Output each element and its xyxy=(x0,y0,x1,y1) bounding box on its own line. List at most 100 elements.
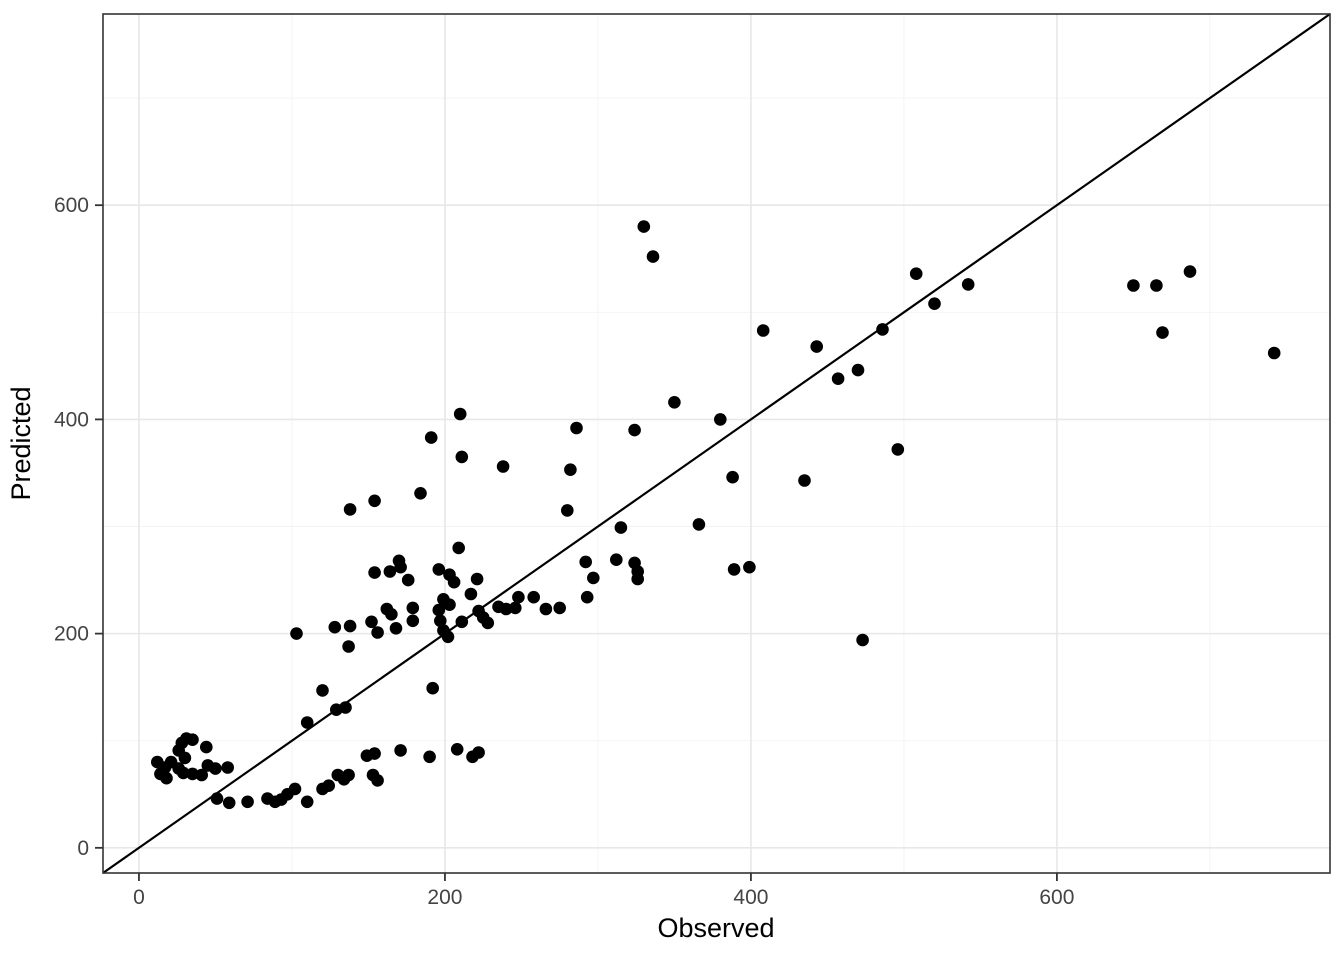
data-point xyxy=(646,250,660,263)
axis-ticks xyxy=(95,204,1058,881)
data-point xyxy=(394,744,407,757)
x-tick-labels: 0 200 400 600 xyxy=(133,886,1074,909)
data-point xyxy=(288,782,302,796)
data-point xyxy=(447,575,461,589)
data-point xyxy=(406,601,420,615)
data-point xyxy=(221,761,234,774)
data-point xyxy=(368,494,381,508)
data-point xyxy=(714,413,727,426)
data-point xyxy=(455,615,469,629)
data-point xyxy=(368,566,381,579)
x-tick-label: 600 xyxy=(1039,886,1074,909)
data-point xyxy=(455,450,469,464)
data-point xyxy=(496,460,510,473)
y-tick-label: 200 xyxy=(54,623,89,646)
data-point xyxy=(371,626,384,639)
data-point xyxy=(509,601,522,615)
data-point xyxy=(343,619,357,633)
data-point xyxy=(512,590,525,604)
data-point xyxy=(561,504,574,517)
data-point xyxy=(499,602,513,616)
y-tick-label: 0 xyxy=(77,837,89,860)
data-point xyxy=(300,795,314,809)
data-point xyxy=(385,608,398,621)
data-point xyxy=(727,563,741,576)
data-point xyxy=(365,615,378,629)
y-tick-label: 600 xyxy=(54,194,89,217)
data-point xyxy=(1150,279,1163,292)
data-point xyxy=(339,701,352,714)
data-point xyxy=(200,740,213,754)
data-point xyxy=(851,363,865,377)
data-point xyxy=(831,372,845,386)
data-point xyxy=(564,463,577,477)
data-point xyxy=(290,627,303,640)
data-point xyxy=(342,640,355,653)
data-point xyxy=(371,774,384,787)
data-point xyxy=(328,620,342,634)
data-point xyxy=(628,423,641,437)
data-point xyxy=(300,716,314,729)
data-point xyxy=(579,555,592,569)
data-point xyxy=(539,602,553,616)
data-point xyxy=(928,297,941,311)
data-point xyxy=(389,622,403,635)
data-point xyxy=(209,762,222,775)
data-point xyxy=(423,750,436,764)
x-axis-title: Observed xyxy=(657,913,774,943)
x-tick-label: 400 xyxy=(733,886,768,909)
data-point xyxy=(1267,346,1281,360)
data-point xyxy=(450,743,464,756)
data-point xyxy=(383,565,397,578)
x-tick-label: 0 xyxy=(133,886,145,909)
y-tick-labels: 0 200 400 600 xyxy=(54,194,89,860)
data-point xyxy=(452,541,466,555)
data-point xyxy=(527,590,540,604)
data-point xyxy=(798,474,811,487)
data-point xyxy=(186,767,199,781)
data-point xyxy=(856,633,869,647)
data-points xyxy=(151,220,1281,810)
data-point xyxy=(587,571,600,585)
data-point xyxy=(876,323,889,336)
data-point xyxy=(195,768,208,782)
data-point xyxy=(432,603,446,617)
data-point xyxy=(424,431,438,444)
data-point xyxy=(637,220,651,233)
data-point xyxy=(453,407,467,421)
data-point xyxy=(160,771,173,785)
data-point xyxy=(726,470,739,484)
identity-line xyxy=(102,13,1331,874)
panel-border-rect xyxy=(102,13,1331,874)
data-point xyxy=(692,518,706,531)
data-point xyxy=(441,630,455,644)
data-point xyxy=(343,503,357,516)
data-point xyxy=(668,396,681,409)
data-point xyxy=(178,751,192,765)
data-point xyxy=(406,614,420,628)
data-point xyxy=(432,563,446,576)
data-point xyxy=(891,443,905,456)
x-tick-label: 200 xyxy=(427,886,462,909)
data-point xyxy=(426,681,440,695)
data-point xyxy=(743,560,756,574)
data-point xyxy=(909,267,923,281)
data-point xyxy=(580,590,594,604)
data-point xyxy=(316,684,329,697)
data-point xyxy=(186,733,199,746)
data-point xyxy=(241,795,254,809)
data-point xyxy=(631,572,644,586)
data-point xyxy=(553,601,566,615)
data-point xyxy=(222,796,236,810)
data-point xyxy=(570,421,583,435)
data-point xyxy=(443,598,456,611)
data-point xyxy=(342,768,355,782)
data-point xyxy=(401,573,415,587)
data-point xyxy=(368,747,381,760)
data-point xyxy=(1183,265,1197,278)
data-point xyxy=(1127,279,1140,292)
data-point xyxy=(481,616,495,630)
data-point xyxy=(756,324,770,337)
data-point xyxy=(464,587,478,601)
